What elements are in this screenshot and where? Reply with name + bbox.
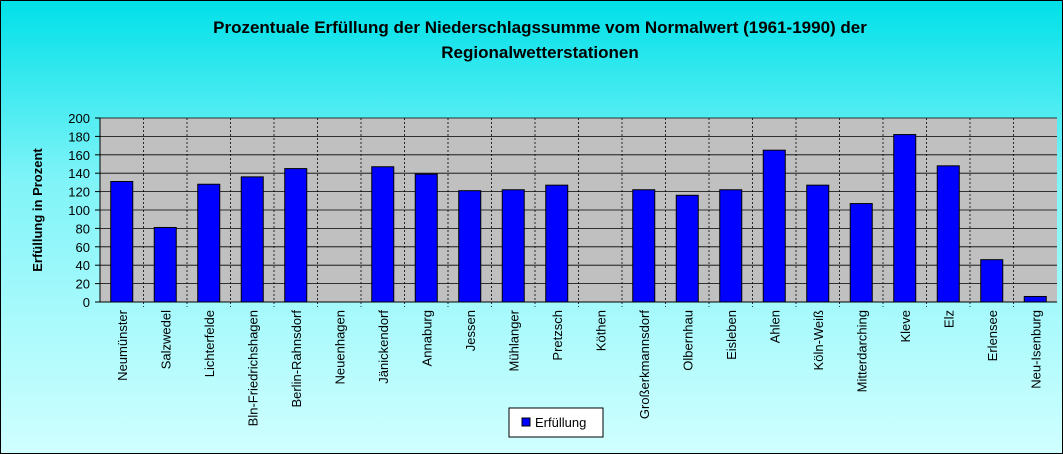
x-tick-label: Köln-Weiß: [811, 310, 826, 371]
x-tick-label: Lichterfelde: [202, 310, 217, 377]
bar: [284, 168, 308, 303]
bar: [980, 259, 1004, 303]
legend-label: Erfüllung: [535, 415, 586, 430]
x-tick-label: Neu-Isenburg: [1028, 310, 1043, 389]
y-axis-label: Erfüllung in Prozent: [30, 148, 45, 272]
chart-title: Prozentuale Erfüllung der Niederschlagss…: [213, 18, 867, 62]
x-tick-label: Salzwedel: [158, 310, 173, 369]
x-tick-label: Annaburg: [419, 310, 434, 366]
y-tick-label: 0: [83, 295, 90, 310]
y-tick-label: 60: [76, 240, 90, 255]
y-tick-label: 200: [68, 111, 90, 126]
legend-swatch: [521, 417, 531, 427]
x-tick-label: Kleve: [898, 310, 913, 343]
x-tick-label: Bln-Friedrichshagen: [245, 310, 260, 426]
y-tick-label: 120: [68, 185, 90, 200]
x-tick-label: Köthen: [593, 310, 608, 351]
y-tick-label: 100: [68, 203, 90, 218]
x-tick-label: Ahlen: [767, 310, 782, 343]
bar: [849, 203, 873, 303]
y-tick-label: 80: [76, 221, 90, 236]
x-tick-label: Olbernhau: [680, 310, 695, 371]
bar: [1023, 295, 1047, 303]
y-tick-label: 40: [76, 258, 90, 273]
x-tick-label: Mitterdarching: [854, 310, 869, 392]
y-tick-label: 140: [68, 166, 90, 181]
x-tick-label: Berlin-Rahnsdorf: [289, 310, 304, 408]
x-tick-label: Elz: [941, 310, 956, 328]
bar: [371, 166, 395, 303]
x-tick-label: Neuenhagen: [332, 310, 347, 384]
bar: [806, 184, 830, 303]
x-tick-label: Pretzsch: [550, 310, 565, 361]
x-tick-label: Mühlanger: [506, 309, 521, 371]
y-tick-label: 160: [68, 148, 90, 163]
bar: [893, 134, 917, 303]
bar: [197, 183, 221, 303]
x-tick-label: Großerkmannsdorf: [637, 310, 652, 419]
bar: [762, 149, 786, 303]
bar: [719, 189, 743, 303]
bar: [153, 226, 177, 303]
bar: [501, 189, 525, 303]
bar: [936, 165, 960, 303]
bar: [240, 176, 264, 303]
y-tick-label: 180: [68, 129, 90, 144]
y-tick-label: 20: [76, 277, 90, 292]
x-tick-label: Eisleben: [724, 310, 739, 360]
x-tick-label: Jänickendorf: [376, 310, 391, 384]
bar: [632, 189, 656, 303]
x-tick-label: Neumünster: [115, 309, 130, 380]
bar: [110, 180, 134, 303]
bar: [458, 190, 482, 303]
bar: [675, 194, 699, 303]
x-tick-label: Jessen: [463, 310, 478, 351]
bar: [545, 184, 569, 303]
x-tick-label: Erlensee: [985, 310, 1000, 361]
bar: [414, 173, 438, 303]
